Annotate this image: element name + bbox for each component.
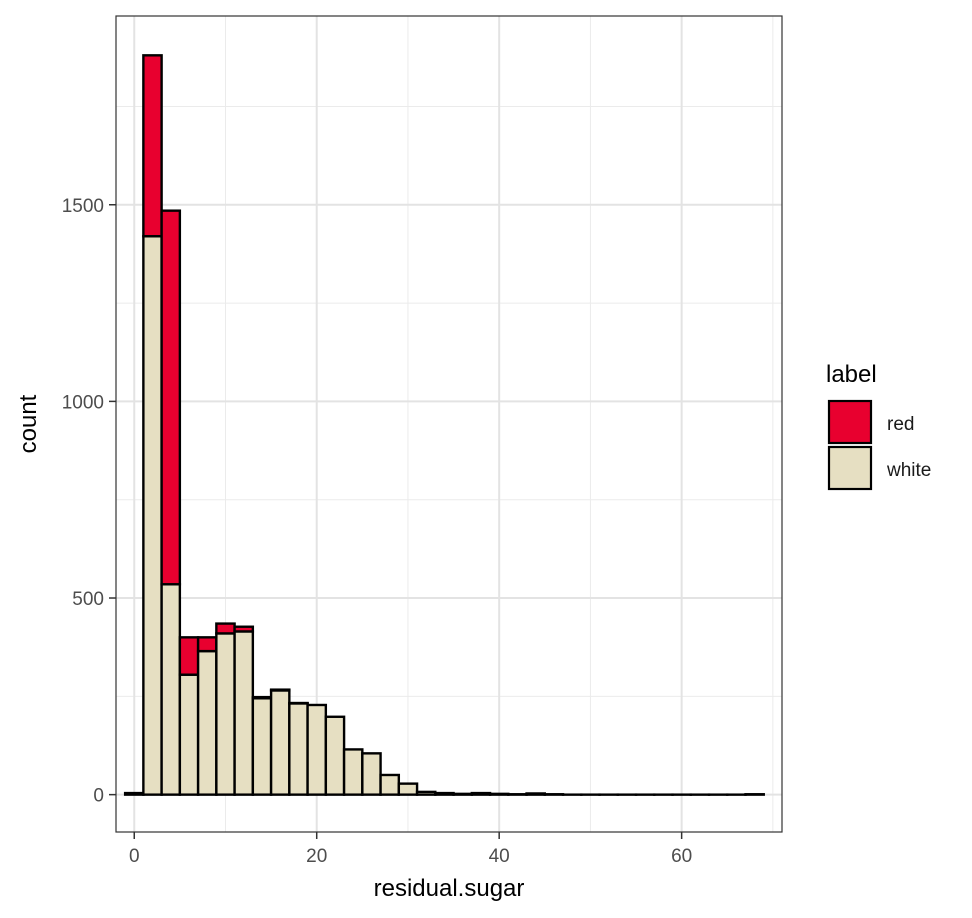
x-tick-label: 0 — [129, 846, 140, 867]
y-axis-title: count — [15, 394, 42, 453]
bar-white — [397, 782, 419, 796]
bar-white — [142, 235, 163, 796]
bar-red — [178, 636, 200, 676]
x-axis-title: residual.sugar — [374, 875, 525, 902]
bar-white — [379, 773, 401, 796]
bar-white — [525, 792, 546, 796]
legend: label red white — [826, 361, 931, 491]
grid-major — [116, 16, 782, 832]
bar-white — [452, 792, 474, 796]
bar-white — [215, 632, 236, 796]
bar-red — [196, 636, 218, 653]
bar-white — [324, 715, 346, 796]
bar-white — [233, 630, 255, 796]
legend-key-white — [827, 445, 873, 491]
grid-minor — [116, 16, 782, 832]
bar-white — [306, 703, 328, 796]
bar-white — [269, 689, 291, 796]
bar-white — [342, 748, 364, 796]
bar-red — [160, 209, 182, 586]
bar-white — [178, 673, 200, 796]
bar-white — [196, 649, 218, 796]
bars — [123, 54, 765, 796]
bar-red — [251, 695, 273, 700]
x-tick-label: 20 — [306, 846, 327, 867]
y-tick-label: 1000 — [62, 392, 104, 413]
bar-white — [160, 583, 182, 796]
legend-label-white: white — [886, 460, 931, 481]
y-axis: 0 500 1000 1500 — [62, 196, 116, 807]
legend-key-red — [827, 399, 873, 445]
x-axis: 0 20 40 60 — [129, 832, 692, 867]
y-tick-label: 1500 — [62, 196, 104, 217]
bar-red — [215, 622, 236, 635]
bar-white — [251, 697, 273, 796]
bar-white — [488, 792, 510, 796]
bar-white — [361, 752, 382, 796]
bar-red — [233, 625, 255, 633]
bar-red — [269, 688, 291, 692]
bar-white — [415, 790, 437, 796]
plot-border — [115, 15, 783, 833]
x-tick-label: 60 — [671, 846, 692, 867]
bar-white — [288, 702, 309, 796]
x-tick-label: 40 — [489, 846, 510, 867]
y-tick-label: 500 — [72, 589, 104, 610]
y-tick-label: 0 — [93, 786, 104, 807]
bar-white — [434, 791, 455, 796]
legend-title: label — [826, 361, 877, 388]
legend-label-red: red — [887, 414, 914, 435]
bar-white — [470, 791, 492, 796]
bar-white — [123, 791, 145, 796]
bar-red — [142, 54, 163, 238]
